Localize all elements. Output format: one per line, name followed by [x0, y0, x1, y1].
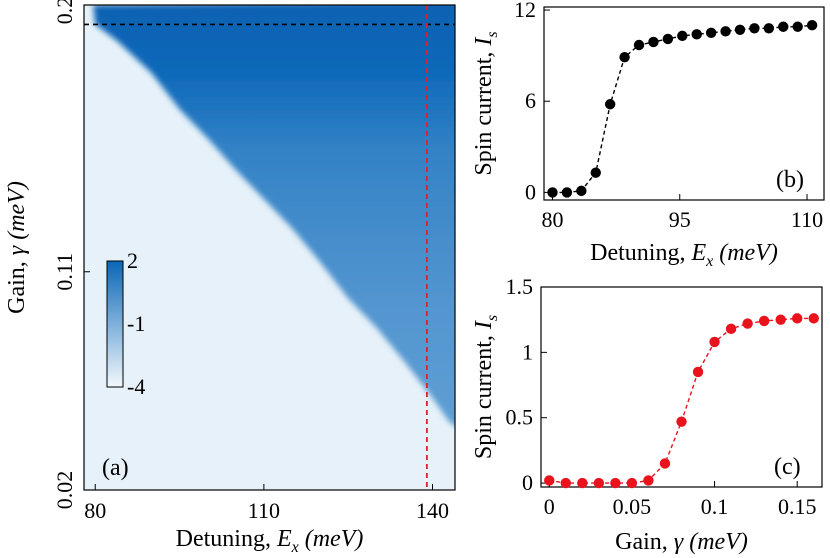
data-point-c: [692, 366, 704, 378]
data-point-b: [763, 23, 775, 34]
data-point-b: [778, 21, 789, 32]
scatter-panel-b: 80 95 110 0 6 12 (b) Detuning, Ex (meV) Spin cur…: [471, 0, 825, 270]
y-tick-label-b: 6: [525, 88, 536, 113]
data-point-c: [742, 318, 753, 329]
data-point-b: [633, 39, 645, 51]
data-point-c: [758, 315, 770, 327]
y-axis-label-c: Spin current, Is: [471, 315, 501, 459]
mask-left: [0, 0, 84, 558]
axes-frame-b: [543, 6, 825, 201]
y-axis-label-a: Gain, γ (meV): [4, 181, 30, 314]
heatmap-high-region: [93, 1, 459, 429]
colorbar: [106, 260, 124, 388]
y-tick-label-b: 12: [514, 0, 536, 22]
axes-frame-a: [83, 4, 456, 491]
data-point-b: [720, 26, 731, 37]
data-point-c: [593, 477, 605, 489]
panel-label-c: (c): [774, 454, 801, 480]
heatmap-panel-a: 80 110 140 0.02 0.11 0.22 Detuning, Ex (meV) Ga…: [0, 0, 469, 558]
colorbar-tick-label: 2: [127, 248, 138, 273]
data-point-c: [808, 313, 819, 324]
y-tick-label-b: 0: [525, 179, 536, 204]
data-point-b: [604, 99, 616, 110]
data-point-b: [619, 51, 630, 63]
x-tick-label-c: 0.15: [778, 494, 817, 519]
y-tick-label-c: 0: [522, 470, 533, 495]
data-point-b: [705, 27, 717, 39]
x-tick-label-a: 80: [84, 498, 106, 523]
x-tick-label-b: 110: [791, 207, 823, 232]
data-point-c: [676, 416, 687, 427]
y-tick-label-c: 1.5: [506, 274, 534, 299]
scatter-panel-c: 0 0.05 0.1 0.15 0 0.5 1 1.5 (c) Gain, γ (meV) Spin…: [471, 274, 823, 555]
data-point-c: [792, 313, 803, 324]
data-point-b: [662, 33, 674, 45]
data-point-c: [725, 323, 737, 335]
panel-label-a: (a): [102, 455, 129, 481]
colorbar-tick-label: -1: [127, 311, 145, 336]
x-axis-label-b: Detuning, Ex (meV): [590, 240, 778, 270]
data-point-b: [677, 30, 688, 42]
axes-frame-c: [540, 286, 823, 488]
data-point-b: [590, 167, 601, 178]
data-point-c: [560, 477, 571, 489]
data-point-b: [561, 187, 573, 198]
x-tick-label-a: 140: [416, 498, 449, 523]
data-point-b: [648, 36, 659, 48]
x-tick-label-b: 80: [541, 207, 563, 232]
data-point-c: [775, 314, 786, 325]
panel-label-b: (b): [776, 167, 804, 193]
data-point-b: [792, 21, 803, 32]
y-tick-label-c: 1: [522, 339, 533, 364]
y-tick-label-a: 0.02: [52, 471, 77, 510]
x-tick-label-c: 0: [544, 494, 555, 519]
data-point-b: [734, 24, 746, 35]
y-tick-label-a: 0.11: [52, 253, 77, 291]
x-tick-label-c: 0.1: [701, 494, 729, 519]
data-point-b: [576, 185, 587, 197]
data-point-c: [544, 475, 555, 486]
y-tick-label-a: 0.22: [52, 0, 77, 24]
mask-right: [455, 0, 469, 500]
data-point-c: [659, 458, 671, 469]
data-point-c: [626, 477, 638, 489]
data-point-c: [709, 336, 720, 348]
mask-top: [84, 0, 455, 5]
colorbar-tick-label: -4: [127, 374, 145, 399]
x-tick-label-b: 95: [669, 207, 691, 232]
x-tick-label-a: 110: [248, 498, 280, 523]
y-axis-label-b: Spin current, Is: [471, 31, 501, 175]
data-point-c: [577, 477, 588, 489]
series-line-b: [552, 24, 813, 194]
x-axis-label-a: Detuning, Ex (meV): [176, 526, 364, 556]
x-axis-label-c: Gain, γ (meV): [615, 529, 748, 555]
data-point-c: [643, 475, 654, 486]
data-point-b: [749, 23, 760, 34]
data-point-b: [547, 187, 558, 198]
y-tick-label-c: 0.5: [506, 405, 534, 430]
data-point-c: [610, 477, 621, 489]
data-point-b: [691, 29, 702, 40]
data-point-b: [806, 20, 818, 31]
x-tick-label-c: 0.05: [613, 494, 652, 519]
